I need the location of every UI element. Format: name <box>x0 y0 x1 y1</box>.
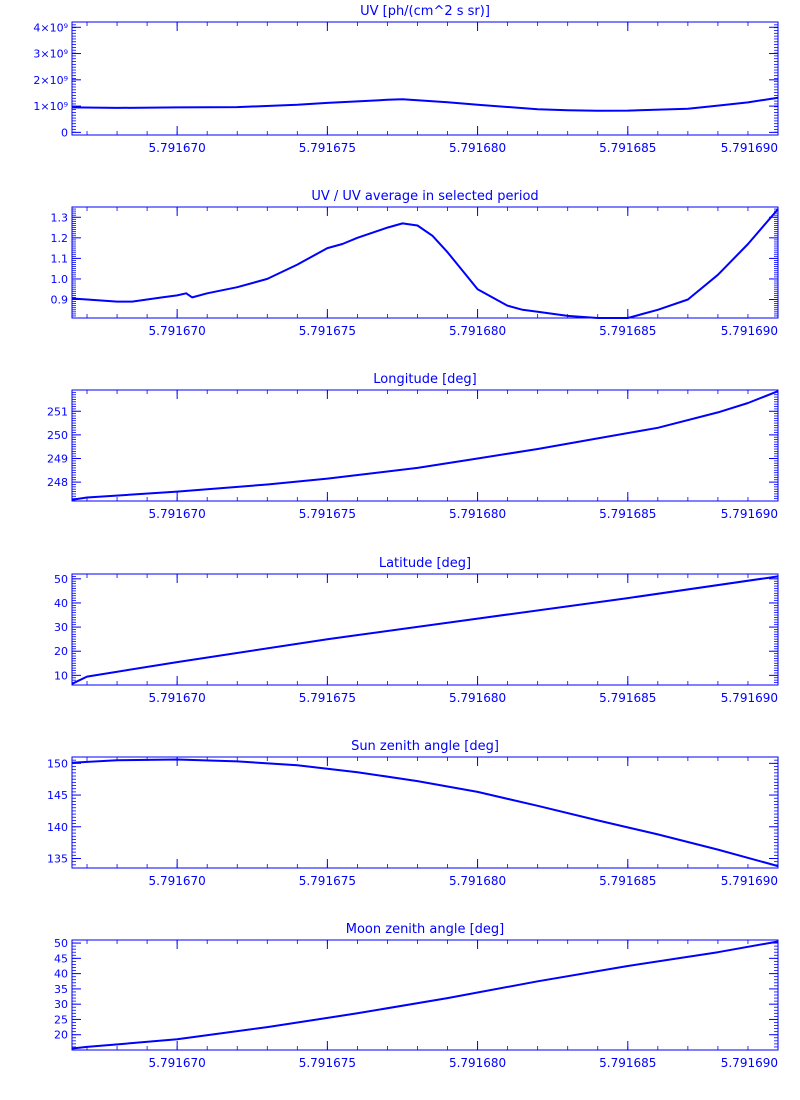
chart-panel-4: Latitude [deg] 10 20 30 40 50 5.791670 5.791675… <box>54 556 779 705</box>
x-tick-label: 5.791675 <box>299 1056 356 1070</box>
x-tick-label: 5.791690 <box>721 1056 778 1070</box>
x-tick-label: 5.791685 <box>599 507 656 521</box>
y-tick-label: 1.3 <box>51 211 69 224</box>
y-tick-label: 248 <box>47 476 68 489</box>
y-tick-label: 1×10⁹ <box>33 100 68 113</box>
chart-title: UV [ph/(cm^2 s sr)] <box>360 4 490 19</box>
y-tick-label: 10 <box>54 669 68 682</box>
y-tick-label: 50 <box>54 573 68 586</box>
x-tick-label: 5.791680 <box>449 141 506 155</box>
y-tick-label: 50 <box>54 937 68 950</box>
series-line-4 <box>71 575 779 685</box>
y-tick-label: 25 <box>54 1013 68 1026</box>
chart-title: UV / UV average in selected period <box>311 189 538 204</box>
y-tick-label: 140 <box>47 821 68 834</box>
x-tick-label: 5.791670 <box>149 691 206 705</box>
x-tick-label: 5.791670 <box>149 874 206 888</box>
y-tick-label: 1.0 <box>51 273 69 286</box>
y-tick-label: 0 <box>61 126 68 139</box>
x-tick-label: 5.791680 <box>449 324 506 338</box>
x-tick-label: 5.791670 <box>149 507 206 521</box>
series-line-3 <box>71 390 779 501</box>
chart-panel-1: UV [ph/(cm^2 s sr)] 0 1×10⁹ 2×10⁹ 3×10⁹ 4×10⁹… <box>33 4 779 155</box>
y-tick-label: 30 <box>54 998 68 1011</box>
series-line-2 <box>71 208 779 319</box>
y-tick-label: 1.1 <box>51 252 69 265</box>
x-tick-label: 5.791685 <box>599 324 656 338</box>
y-tick-label: 20 <box>54 645 68 658</box>
chart-panel-5: Sun zenith angle [deg] 135 140 145 150 5.7916… <box>47 739 779 888</box>
plot-frame <box>71 206 779 319</box>
x-tick-label: 5.791675 <box>299 874 356 888</box>
chart-title: Sun zenith angle [deg] <box>351 739 499 754</box>
x-tick-label: 5.791685 <box>599 874 656 888</box>
plot-frame <box>71 573 779 686</box>
y-tick-label: 135 <box>47 852 68 865</box>
y-tick-label: 145 <box>47 789 68 802</box>
y-tick-label: 150 <box>47 757 68 770</box>
plot-frame <box>71 21 779 136</box>
x-tick-label: 5.791675 <box>299 141 356 155</box>
x-tick-label: 5.791690 <box>721 507 778 521</box>
y-tick-label: 3×10⁹ <box>33 48 68 61</box>
x-tick-label: 5.791670 <box>149 141 206 155</box>
series-line-5 <box>71 758 779 868</box>
x-tick-label: 5.791680 <box>449 691 506 705</box>
y-tick-label: 249 <box>47 452 68 465</box>
series-line-1 <box>71 96 779 112</box>
x-tick-label: 5.791670 <box>149 1056 206 1070</box>
x-tick-label: 5.791690 <box>721 324 778 338</box>
y-tick-label: 0.9 <box>51 294 69 307</box>
x-tick-label: 5.791675 <box>299 507 356 521</box>
x-tick-label: 5.791685 <box>599 1056 656 1070</box>
x-tick-label: 5.791680 <box>449 874 506 888</box>
y-tick-label: 250 <box>47 429 68 442</box>
plot-frame <box>71 389 779 502</box>
x-tick-label: 5.791670 <box>149 324 206 338</box>
chart-title: Moon zenith angle [deg] <box>346 922 504 937</box>
chart-panel-3: Longitude [deg] 248 249 250 251 5.791670 5.791… <box>47 372 779 521</box>
y-tick-label: 40 <box>54 968 68 981</box>
x-tick-label: 5.791675 <box>299 691 356 705</box>
x-tick-label: 5.791690 <box>721 691 778 705</box>
y-tick-label: 30 <box>54 621 68 634</box>
plot-frame <box>71 756 779 869</box>
y-tick-label: 35 <box>54 983 68 996</box>
x-tick-label: 5.791690 <box>721 874 778 888</box>
x-tick-label: 5.791685 <box>599 141 656 155</box>
y-tick-label: 20 <box>54 1029 68 1042</box>
x-tick-label: 5.791675 <box>299 324 356 338</box>
x-tick-label: 5.791680 <box>449 1056 506 1070</box>
x-tick-label: 5.791680 <box>449 507 506 521</box>
chart-title: Longitude [deg] <box>373 372 476 387</box>
x-tick-label: 5.791690 <box>721 141 778 155</box>
y-tick-label: 40 <box>54 597 68 610</box>
y-tick-label: 4×10⁹ <box>33 21 68 34</box>
chart-title: Latitude [deg] <box>379 556 471 571</box>
plot-frame <box>71 939 779 1051</box>
chart-panel-6: Moon zenith angle [deg] 20 25 30 35 40 45 50 5.7… <box>54 922 779 1070</box>
y-tick-label: 2×10⁹ <box>33 74 68 87</box>
x-tick-label: 5.791685 <box>599 691 656 705</box>
y-tick-label: 1.2 <box>51 232 69 245</box>
y-tick-label: 45 <box>54 952 68 965</box>
y-tick-label: 251 <box>47 405 68 418</box>
series-line-6 <box>71 940 779 1050</box>
chart-panel-2: UV / UV average in selected period 0.9 1.0… <box>51 189 779 338</box>
